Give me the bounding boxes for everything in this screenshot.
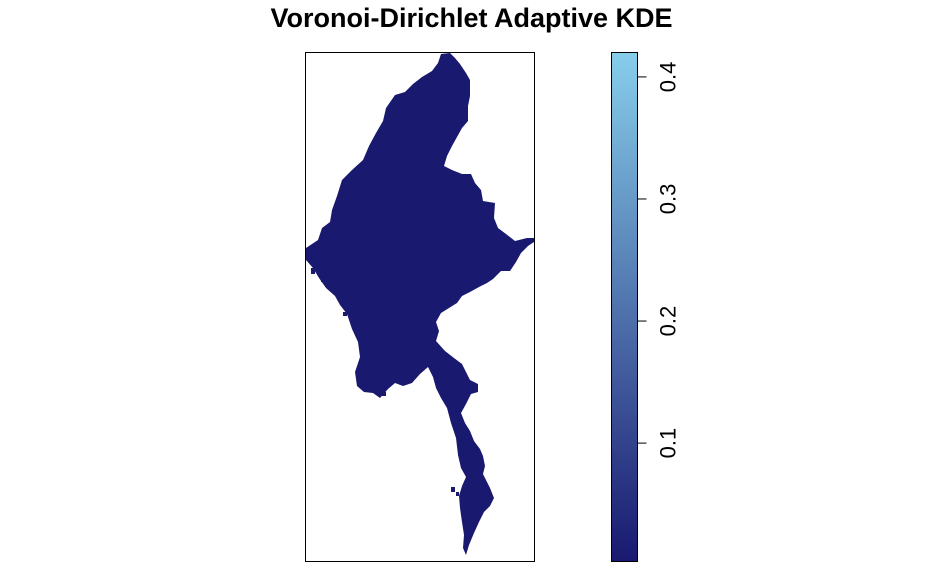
plot-frame [305, 52, 535, 562]
density-cell [456, 492, 459, 496]
density-cell [382, 392, 386, 396]
density-cell [311, 268, 315, 274]
legend-tick-label: 0.1 [656, 428, 681, 459]
density-cell [321, 276, 326, 282]
density-map [306, 53, 534, 555]
legend-tick-label: 0.2 [656, 306, 681, 337]
color-legend: 0.1 0.2 0.3 0.4 [611, 52, 681, 562]
density-cell [362, 386, 366, 390]
density-cell [466, 524, 469, 530]
density-cell [402, 369, 406, 373]
density-region [306, 53, 534, 555]
density-cell [471, 512, 474, 517]
density-cell [451, 487, 455, 492]
legend-tick-label: 0.4 [656, 62, 681, 93]
density-cell [466, 497, 470, 503]
legend-tick-label: 0.3 [656, 184, 681, 215]
legend-colorbar [611, 52, 638, 562]
chart-title: Voronoi-Dirichlet Adaptive KDE [270, 3, 673, 33]
density-cell [463, 505, 467, 511]
density-cell [343, 312, 347, 316]
